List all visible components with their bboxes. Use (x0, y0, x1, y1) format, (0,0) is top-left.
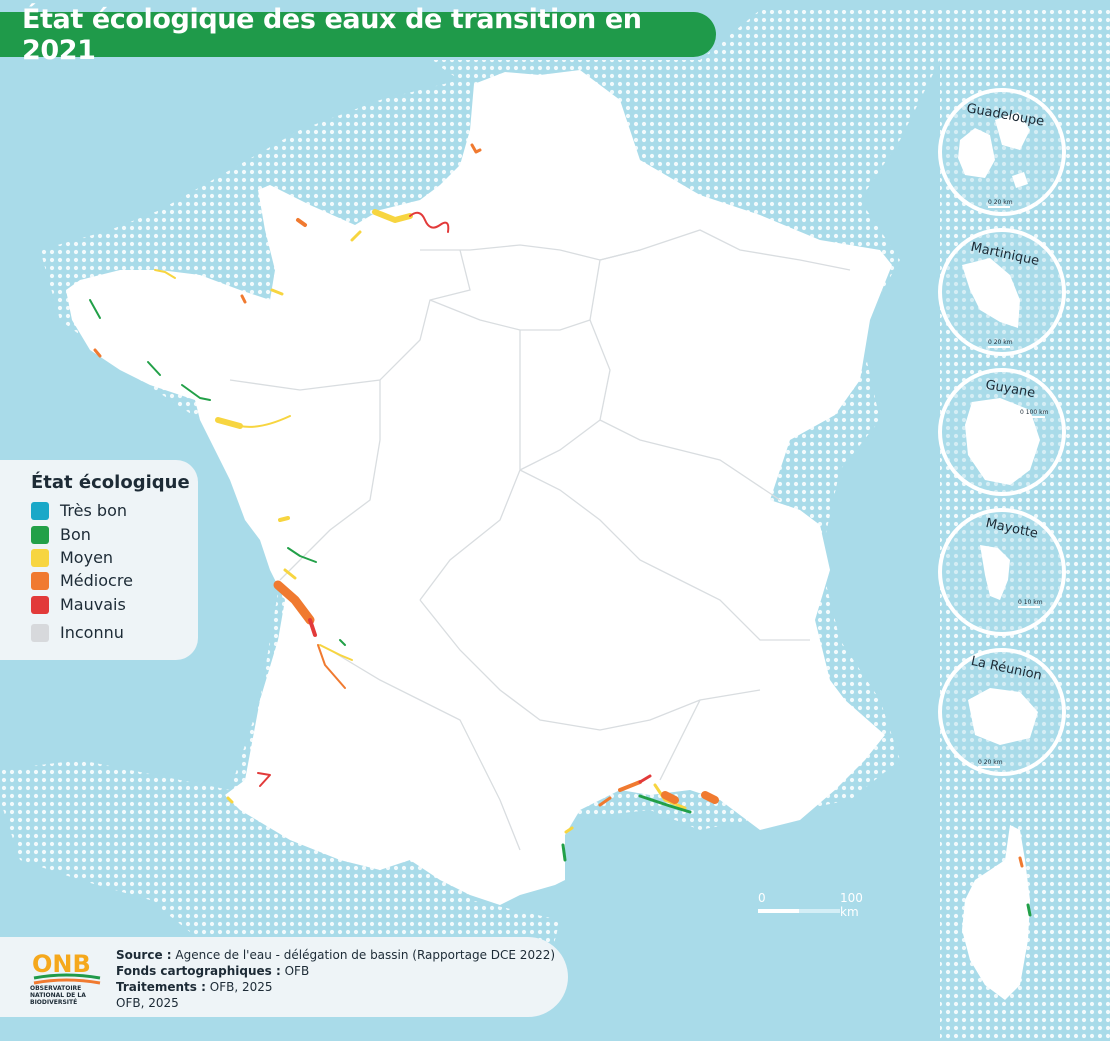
source-line: Source : Agence de l'eau - délégation de… (116, 948, 556, 962)
swatch-tres-bon (31, 501, 49, 520)
traitements-line: Traitements : OFB, 2025 (116, 980, 273, 994)
map-title: État écologique des eaux de transition e… (22, 3, 642, 66)
inset-scale-mayotte: 0 10 km (1018, 599, 1043, 606)
swatch-moyen (31, 548, 49, 567)
legend-item-mauvais: Mauvais (31, 595, 126, 614)
legend-label: Médiocre (60, 571, 133, 590)
inset-guyane (938, 368, 1066, 496)
scale-label: 100 km (840, 891, 863, 919)
onb-logo: ONB (32, 950, 101, 985)
legend-item-inconnu: Inconnu (31, 623, 124, 642)
inset-scale-guyane: 0 100 km (1020, 409, 1049, 416)
inset-la-reunion (938, 648, 1066, 776)
onb-logo-subtitle: OBSERVATOIRE NATIONAL DE LA BIODIVERSITÉ (30, 985, 86, 1006)
legend-label: Mauvais (60, 595, 126, 614)
inset-mayotte (938, 508, 1066, 636)
inset-scale-martinique: 0 20 km (988, 339, 1013, 346)
svg-text:ONB: ONB (32, 950, 91, 978)
scale-zero: 0 (758, 891, 766, 905)
inset-martinique (938, 228, 1066, 356)
inset-guadeloupe (938, 88, 1066, 216)
legend-item-moyen: Moyen (31, 548, 113, 567)
legend: État écologique Très bon Bon Moyen Médio… (0, 460, 198, 660)
footer: ONB OBSERVATOIRE NATIONAL DE LA BIODIVER… (0, 937, 568, 1017)
regional-borders (229, 229, 851, 851)
transitional-waters (89, 143, 1032, 917)
swatch-mauvais (31, 595, 49, 614)
fonds-line: Fonds cartographiques : OFB (116, 964, 310, 978)
legend-label: Inconnu (60, 623, 124, 642)
legend-label: Moyen (60, 548, 114, 567)
swatch-inconnu (31, 623, 49, 642)
legend-item-bon: Bon (31, 525, 91, 544)
credit-line: OFB, 2025 (116, 996, 179, 1010)
legend-label: Très bon (60, 501, 127, 520)
legend-item-mediocre: Médiocre (31, 571, 133, 590)
swatch-mediocre (31, 571, 49, 590)
legend-label: Bon (60, 525, 91, 544)
legend-title: État écologique (31, 472, 190, 493)
inset-scale-la-reunion: 0 20 km (978, 759, 1003, 766)
mainland-france (66, 70, 892, 905)
inset-scale-guadeloupe: 0 20 km (988, 199, 1013, 206)
swatch-bon (31, 525, 49, 544)
source-block: Source : Agence de l'eau - délégation de… (116, 947, 555, 1011)
corsica (962, 825, 1030, 1000)
title-banner: État écologique des eaux de transition e… (0, 4, 716, 66)
legend-item-tres-bon: Très bon (31, 501, 127, 520)
scale-bar-line (758, 909, 840, 913)
